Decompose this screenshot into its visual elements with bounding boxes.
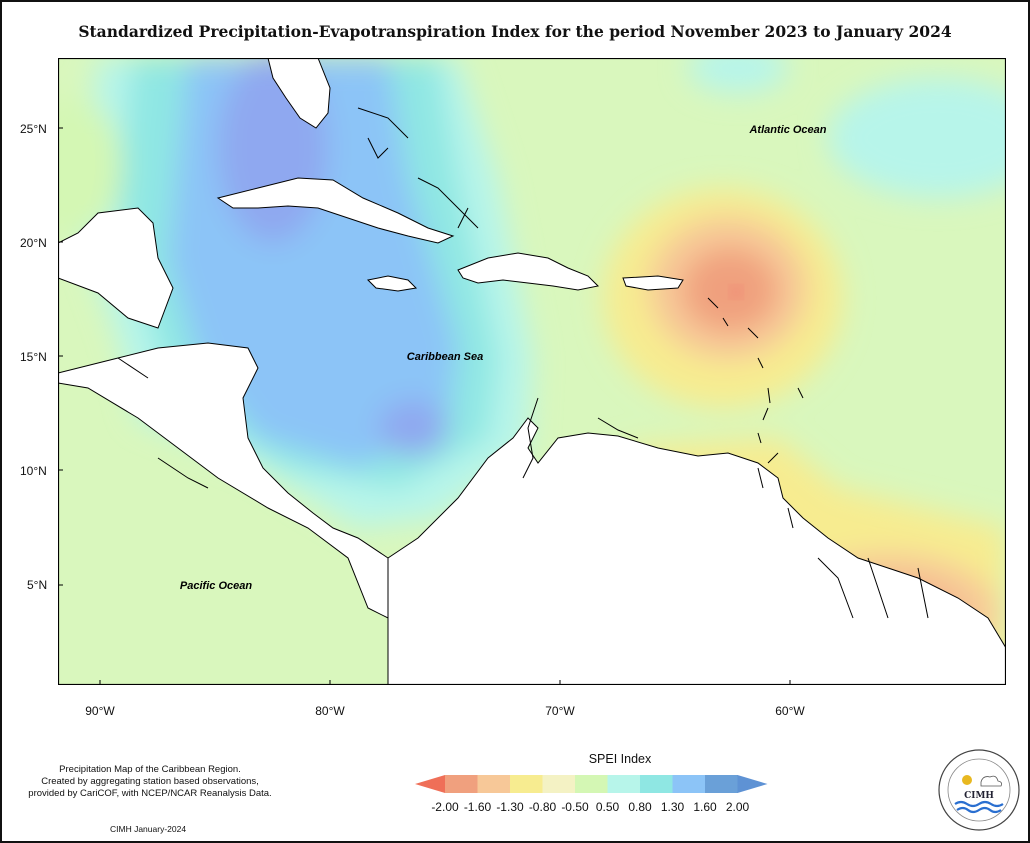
- cimh-logo: CIMH: [938, 749, 1020, 831]
- caribbean-label: Caribbean Sea: [407, 351, 483, 363]
- legend-title: SPEI Index: [588, 752, 652, 766]
- hispaniola: [457, 252, 600, 291]
- south-america: [387, 417, 1006, 685]
- logo-abbr: CIMH: [964, 791, 994, 801]
- lon-label-70w: 70°W: [545, 704, 575, 718]
- legend-swatch: [445, 775, 478, 793]
- legend-tick-label: -0.80: [528, 800, 557, 814]
- map-title: Standardized Precipitation-Evapotranspir…: [78, 22, 952, 41]
- legend-tick-label: -0.50: [561, 800, 589, 814]
- legend-tick-label: -1.60: [463, 800, 492, 814]
- jamaica: [366, 275, 418, 292]
- lon-label-60w: 60°W: [775, 704, 805, 718]
- legend-tick-label: -2.00: [431, 800, 459, 814]
- land-masses: [58, 58, 1006, 685]
- islands-and-borders: [117, 107, 929, 619]
- legend-swatch: [510, 775, 543, 793]
- central-america: [58, 342, 399, 619]
- spei-map: Atlantic Ocean Caribbean Sea Pacific Oce…: [58, 58, 1006, 685]
- legend-tick-label: 1.60: [693, 800, 717, 814]
- legend-swatch: [542, 775, 576, 793]
- color-legend: [415, 775, 768, 793]
- legend-tick-label: -1.30: [496, 800, 524, 814]
- cloud-icon: [980, 775, 1002, 787]
- legend-swatch: [607, 775, 641, 793]
- sun-icon: [962, 775, 972, 785]
- puerto-rico: [622, 275, 684, 291]
- cuba: [216, 177, 455, 244]
- waves-icon: [954, 800, 1004, 814]
- florida: [267, 58, 331, 129]
- legend-tick-label: 1.30: [660, 800, 685, 814]
- lon-label-90w: 90°W: [85, 704, 115, 718]
- yucatan: [58, 207, 174, 329]
- legend-swatch: [705, 775, 738, 793]
- lat-label-25n: 25°N: [20, 122, 47, 136]
- map-border: [58, 58, 1006, 685]
- credits-date: CIMH January-2024: [110, 824, 187, 834]
- atlantic-label: Atlantic Ocean: [748, 124, 826, 136]
- legend-swatch: [672, 775, 706, 793]
- legend-arrow-low: [415, 775, 445, 793]
- legend-tick-label: 2.00: [725, 800, 750, 814]
- legend-tick-label: 0.50: [595, 800, 620, 814]
- credits-line-1: Precipitation Map of the Caribbean Regio…: [59, 764, 241, 775]
- legend-swatch: [477, 775, 511, 793]
- lat-label-5n: 5°N: [27, 578, 48, 592]
- credits-line-2: Created by aggregating station based obs…: [41, 776, 259, 787]
- credits-line-3: provided by CariCOF, with NCEP/NCAR Rean…: [28, 788, 272, 799]
- lat-label-15n: 15°N: [20, 350, 47, 364]
- legend-swatch: [640, 775, 673, 793]
- lat-label-10n: 10°N: [20, 464, 47, 478]
- legend-swatch: [575, 775, 608, 793]
- credits-text: Precipitation Map of the Caribbean Regio…: [10, 764, 290, 800]
- legend-arrow-high: [737, 775, 768, 793]
- legend-tick-label: 0.80: [628, 800, 652, 814]
- lon-label-80w: 80°W: [315, 704, 345, 718]
- lat-label-20n: 20°N: [20, 236, 47, 250]
- pacific-label: Pacific Ocean: [180, 580, 252, 592]
